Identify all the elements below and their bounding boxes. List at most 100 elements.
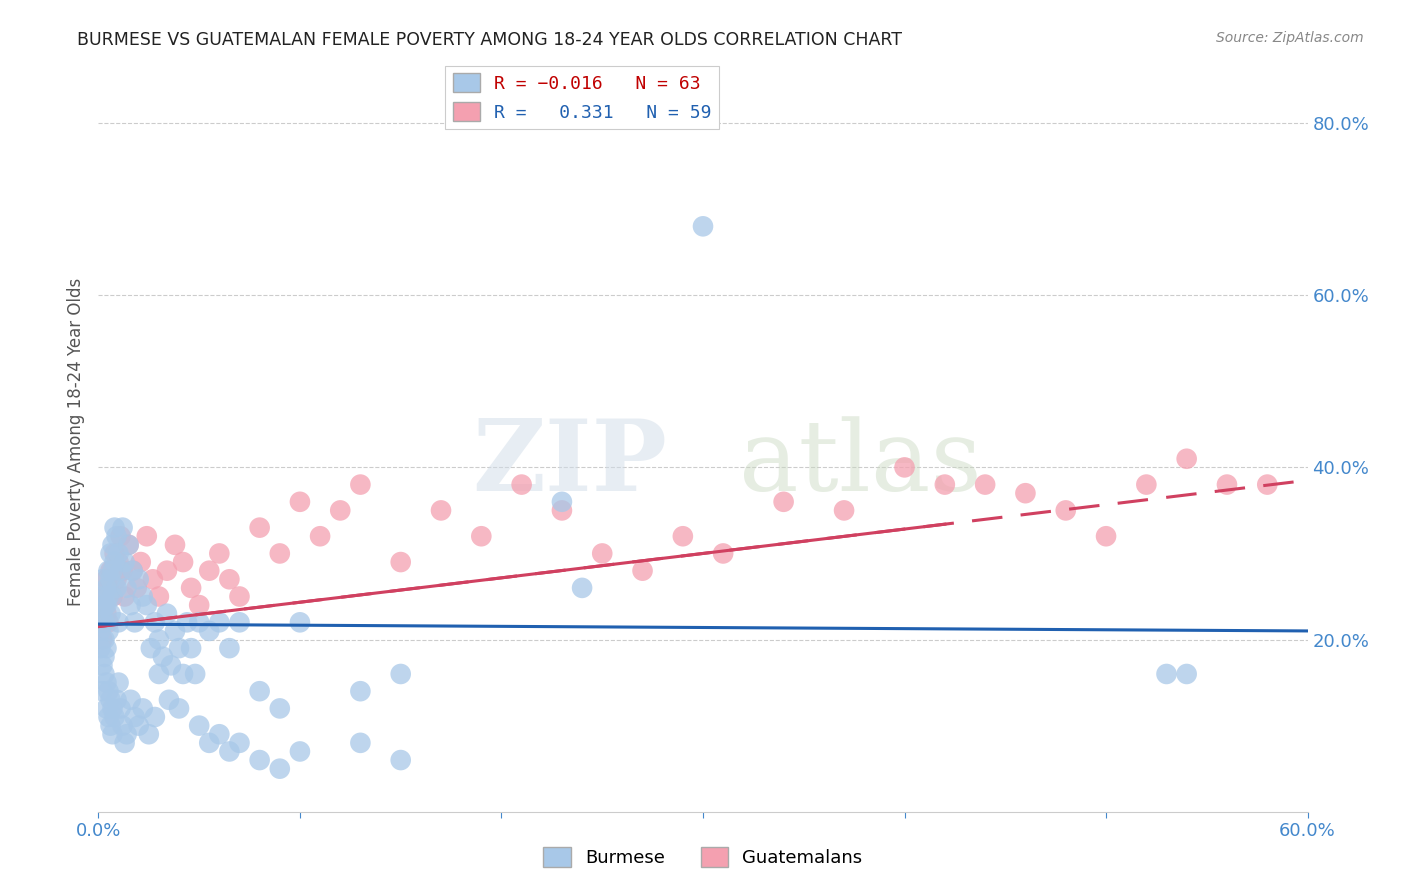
Point [100, 564, 122, 578]
Point [249, 753, 271, 767]
Point [103, 546, 125, 560]
Point [103, 555, 125, 569]
Point [571, 581, 593, 595]
Point [249, 521, 271, 535]
Text: ZIP: ZIP [472, 416, 666, 512]
Point [91, 684, 114, 698]
Point [218, 572, 240, 586]
Point [89, 624, 111, 638]
Point [139, 641, 162, 656]
Point [91, 632, 114, 647]
Point [100, 607, 122, 621]
Point [101, 590, 124, 604]
Point [115, 581, 138, 595]
Point [1175, 667, 1198, 681]
Point [349, 736, 371, 750]
Point [148, 590, 170, 604]
Point [96, 675, 118, 690]
Point [329, 503, 352, 517]
Point [142, 572, 165, 586]
Point [692, 219, 714, 234]
Point [97, 624, 120, 638]
Point [97, 615, 120, 630]
Point [135, 598, 157, 612]
Point [111, 521, 134, 535]
Point [89, 615, 111, 630]
Point [152, 649, 174, 664]
Point [1256, 477, 1278, 491]
Point [93, 649, 115, 664]
Point [188, 598, 211, 612]
Point [121, 564, 143, 578]
Point [100, 572, 122, 586]
Point [772, 495, 794, 509]
Point [96, 701, 118, 715]
Point [288, 744, 311, 758]
Point [93, 598, 115, 612]
Point [208, 546, 231, 560]
Point [105, 572, 128, 586]
Point [132, 590, 155, 604]
Point [167, 701, 190, 715]
Point [188, 615, 211, 630]
Point [110, 564, 132, 578]
Point [167, 641, 190, 656]
Point [110, 701, 132, 715]
Point [96, 572, 118, 586]
Point [228, 615, 250, 630]
Point [551, 503, 574, 517]
Point [208, 615, 231, 630]
Point [100, 546, 122, 560]
Text: atlas: atlas [740, 416, 981, 512]
Point [672, 529, 695, 543]
Point [129, 555, 152, 569]
Point [148, 632, 170, 647]
Point [288, 615, 311, 630]
Point [103, 521, 125, 535]
Point [124, 710, 146, 724]
Point [138, 727, 160, 741]
Point [96, 581, 118, 595]
Point [1014, 486, 1036, 500]
Point [160, 658, 183, 673]
Point [107, 555, 129, 569]
Point [105, 693, 128, 707]
Point [156, 564, 179, 578]
Point [120, 598, 142, 612]
Point [470, 529, 492, 543]
Point [143, 615, 166, 630]
Point [208, 727, 231, 741]
Point [631, 564, 654, 578]
Point [118, 538, 141, 552]
Point [893, 460, 915, 475]
Point [100, 718, 122, 732]
Point [389, 753, 412, 767]
Point [111, 564, 134, 578]
Point [172, 667, 194, 681]
Point [309, 529, 332, 543]
Point [93, 598, 115, 612]
Point [389, 555, 412, 569]
Point [93, 632, 115, 647]
Point [157, 693, 180, 707]
Point [974, 477, 997, 491]
Point [105, 581, 128, 595]
Point [1156, 667, 1178, 681]
Point [172, 555, 194, 569]
Point [96, 607, 118, 621]
Point [114, 590, 136, 604]
Point [128, 718, 150, 732]
Legend: R = −0.016   N = 63, R =   0.331   N = 59: R = −0.016 N = 63, R = 0.331 N = 59 [446, 66, 718, 128]
Point [510, 477, 533, 491]
Point [91, 658, 114, 673]
Point [93, 615, 115, 630]
Point [1095, 529, 1118, 543]
Point [176, 615, 198, 630]
Point [111, 718, 134, 732]
Point [711, 546, 734, 560]
Point [107, 546, 129, 560]
Point [103, 710, 125, 724]
Point [198, 564, 221, 578]
Point [188, 718, 211, 732]
Point [97, 684, 120, 698]
